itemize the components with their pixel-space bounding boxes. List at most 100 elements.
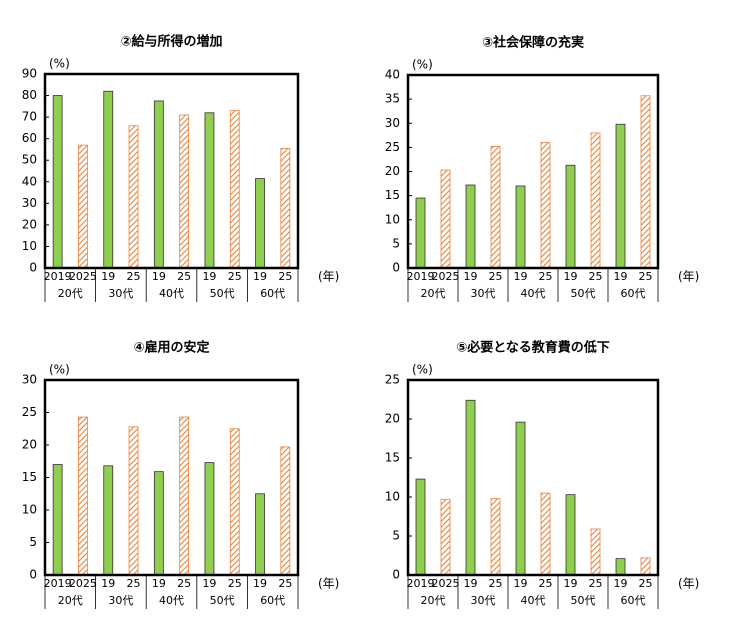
plot-frame bbox=[43, 378, 300, 577]
bar bbox=[415, 197, 426, 269]
y-unit: (%) bbox=[49, 363, 70, 377]
y-tick-label: 20 bbox=[385, 164, 400, 178]
y-tick-label: 10 bbox=[385, 212, 400, 226]
x-tick-label: 25 bbox=[489, 577, 503, 590]
y-tick-label: 40 bbox=[385, 68, 400, 82]
x-tick-label: 19 bbox=[101, 577, 115, 590]
x-tick-label: 25 bbox=[278, 270, 292, 283]
x-tick-label: 2019 bbox=[44, 270, 72, 283]
bar bbox=[515, 185, 526, 269]
x-tick-label: 2019 bbox=[44, 577, 72, 590]
x-tick-label: 25 bbox=[589, 577, 603, 590]
bar bbox=[465, 184, 476, 269]
y-tick-label: 25 bbox=[385, 140, 400, 154]
x-tick-label: 19 bbox=[564, 577, 578, 590]
group-label: 60代 bbox=[260, 287, 285, 300]
group-label: 20代 bbox=[58, 594, 83, 607]
group-label: 50代 bbox=[571, 594, 596, 607]
bar bbox=[640, 95, 651, 269]
x-tick-label: 25 bbox=[539, 577, 553, 590]
y-tick-label: 35 bbox=[385, 92, 400, 106]
y-tick-label: 30 bbox=[22, 373, 37, 387]
plot-frame bbox=[406, 73, 660, 270]
bar bbox=[590, 132, 601, 269]
bar bbox=[540, 142, 551, 269]
x-tick-label: 25 bbox=[539, 270, 553, 283]
group-label: 60代 bbox=[260, 594, 285, 607]
y-tick-label: 30 bbox=[22, 196, 37, 210]
x-tick-label: 2019 bbox=[407, 270, 435, 283]
y-tick-label: 25 bbox=[22, 405, 37, 419]
chart-title: ②給与所得の増加 bbox=[120, 34, 222, 50]
bar bbox=[490, 498, 501, 576]
y-tick-label: 20 bbox=[22, 438, 37, 452]
x-tick-label: 19 bbox=[152, 270, 166, 283]
x-tick-label: 25 bbox=[127, 270, 141, 283]
chart-title: ⑤必要となる教育費の低下 bbox=[456, 340, 610, 356]
bar bbox=[615, 558, 626, 576]
y-tick-label: 25 bbox=[385, 373, 400, 387]
bar bbox=[179, 114, 190, 269]
x-unit: (年) bbox=[678, 270, 699, 284]
bar bbox=[280, 147, 291, 269]
group-label: 40代 bbox=[159, 287, 184, 300]
y-tick-label: 5 bbox=[29, 535, 37, 549]
y-tick-label: 80 bbox=[22, 88, 37, 102]
bar bbox=[103, 90, 114, 269]
bar bbox=[153, 100, 164, 269]
bar bbox=[78, 416, 88, 576]
y-tick-label: 90 bbox=[22, 67, 37, 81]
x-tick-label: 25 bbox=[278, 577, 292, 590]
x-tick-label: 19 bbox=[514, 577, 528, 590]
x-tick-label: 19 bbox=[564, 270, 578, 283]
group-label: 30代 bbox=[108, 287, 133, 300]
y-tick-label: 15 bbox=[385, 188, 400, 202]
x-tick-label: 25 bbox=[639, 577, 653, 590]
x-tick-label: 2025 bbox=[432, 577, 460, 590]
x-tick-label: 19 bbox=[253, 577, 267, 590]
bar bbox=[128, 125, 139, 269]
x-tick-label: 19 bbox=[614, 270, 628, 283]
bar bbox=[515, 421, 526, 576]
y-unit: (%) bbox=[412, 58, 433, 72]
x-tick-label: 19 bbox=[101, 270, 115, 283]
group-label: 50代 bbox=[210, 287, 235, 300]
x-tick-label: 25 bbox=[639, 270, 653, 283]
bar bbox=[179, 416, 190, 576]
y-tick-label: 50 bbox=[22, 153, 37, 167]
x-tick-label: 25 bbox=[228, 270, 242, 283]
x-tick-label: 2025 bbox=[69, 270, 97, 283]
x-tick-label: 2025 bbox=[432, 270, 460, 283]
bar bbox=[52, 95, 63, 269]
y-tick-label: 15 bbox=[385, 451, 400, 465]
x-tick-label: 19 bbox=[202, 270, 216, 283]
y-tick-label: 20 bbox=[385, 412, 400, 426]
x-unit: (年) bbox=[678, 577, 699, 591]
group-label: 40代 bbox=[159, 594, 184, 607]
bar bbox=[229, 110, 240, 269]
group-label: 40代 bbox=[521, 287, 546, 300]
bar bbox=[465, 399, 476, 576]
y-tick-label: 0 bbox=[392, 261, 400, 275]
y-tick-label: 60 bbox=[22, 131, 37, 145]
group-label: 50代 bbox=[571, 287, 596, 300]
x-tick-label: 25 bbox=[177, 577, 191, 590]
y-unit: (%) bbox=[49, 57, 70, 71]
x-tick-label: 19 bbox=[464, 270, 478, 283]
bar bbox=[440, 169, 451, 269]
bar bbox=[255, 178, 265, 269]
x-tick-label: 25 bbox=[489, 270, 503, 283]
x-tick-label: 25 bbox=[177, 270, 191, 283]
x-tick-label: 25 bbox=[127, 577, 141, 590]
x-tick-label: 19 bbox=[253, 270, 267, 283]
y-tick-label: 15 bbox=[22, 470, 37, 484]
bar bbox=[78, 144, 88, 269]
y-tick-label: 0 bbox=[392, 568, 400, 582]
group-label: 50代 bbox=[210, 594, 235, 607]
group-label: 30代 bbox=[471, 594, 496, 607]
x-tick-label: 19 bbox=[152, 577, 166, 590]
y-tick-label: 10 bbox=[22, 239, 37, 253]
group-label: 20代 bbox=[421, 287, 446, 300]
x-tick-label: 2025 bbox=[69, 577, 97, 590]
x-tick-label: 19 bbox=[464, 577, 478, 590]
